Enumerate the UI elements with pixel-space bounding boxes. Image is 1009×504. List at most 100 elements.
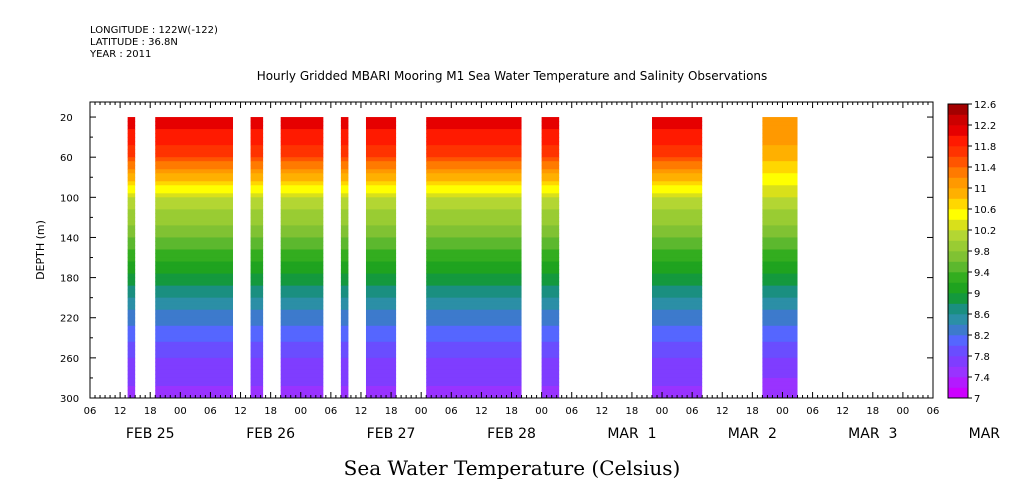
temperature-cell (280, 213, 324, 218)
temperature-cell (280, 329, 324, 335)
temperature-cell (127, 249, 136, 255)
temperature-cell (340, 361, 349, 367)
temperature-cell (365, 269, 397, 275)
temperature-cell (426, 361, 522, 367)
temperature-cell (541, 357, 560, 363)
temperature-cell (426, 313, 522, 319)
temperature-cell (365, 237, 397, 242)
temperature-cell (155, 117, 234, 122)
temperature-cell (250, 213, 264, 218)
temperature-cell (762, 309, 798, 315)
temperature-cell (155, 149, 234, 154)
temperature-cell (541, 313, 560, 319)
temperature-cell (127, 125, 136, 130)
temperature-cell (652, 301, 703, 307)
temperature-cell (340, 293, 349, 299)
temperature-cell (280, 161, 324, 166)
temperature-cell (652, 225, 703, 230)
temperature-cell (340, 349, 349, 355)
temperature-cell (652, 245, 703, 250)
temperature-cell (541, 341, 560, 347)
temperature-cell (280, 257, 324, 263)
temperature-cell (762, 257, 798, 263)
temperature-cell (365, 233, 397, 238)
temperature-cell (250, 133, 264, 138)
temperature-cell (155, 181, 234, 186)
colorbar-label: 12.2 (974, 121, 996, 132)
x-hour-label: 00 (294, 406, 307, 417)
temperature-cell (426, 125, 522, 130)
temperature-cell (365, 217, 397, 222)
temperature-cell (426, 305, 522, 311)
temperature-cell (762, 337, 798, 343)
temperature-cell (426, 365, 522, 371)
temperature-cell (250, 177, 264, 182)
temperature-cell (365, 241, 397, 246)
y-tick-label: 260 (60, 354, 79, 365)
temperature-cell (155, 365, 234, 371)
temperature-cell (340, 337, 349, 343)
temperature-cell (541, 161, 560, 166)
chart-title: Hourly Gridded MBARI Mooring M1 Sea Wate… (257, 69, 768, 83)
temperature-cell (155, 229, 234, 234)
temperature-cell (762, 237, 798, 242)
colorbar-swatch (948, 135, 968, 147)
temperature-cell (250, 253, 264, 259)
temperature-cell (541, 309, 560, 315)
temperature-cell (762, 293, 798, 299)
temperature-cell (155, 329, 234, 335)
x-hour-label: 00 (656, 406, 669, 417)
temperature-cell (541, 121, 560, 126)
temperature-cell (127, 317, 136, 323)
temperature-cell (340, 117, 349, 122)
x-hour-label: 12 (234, 406, 247, 417)
temperature-cell (155, 349, 234, 355)
temperature-cell (340, 237, 349, 242)
temperature-cell (652, 149, 703, 154)
temperature-cell (340, 369, 349, 375)
temperature-cell (762, 189, 798, 194)
temperature-cell (652, 209, 703, 214)
x-day-label: FEB 28 (487, 426, 536, 442)
temperature-cell (155, 237, 234, 242)
temperature-cell (762, 265, 798, 271)
temperature-cell (365, 125, 397, 130)
temperature-cell (426, 289, 522, 295)
temperature-cell (127, 137, 136, 142)
temperature-cell (127, 313, 136, 319)
temperature-cell (250, 357, 264, 363)
temperature-cell (365, 197, 397, 202)
temperature-cell (340, 201, 349, 206)
temperature-cell (762, 141, 798, 146)
temperature-cell (127, 333, 136, 339)
temperature-cell (280, 129, 324, 134)
temperature-cell (762, 313, 798, 319)
temperature-cell (365, 353, 397, 359)
temperature-cell (340, 141, 349, 146)
temperature-cell (155, 241, 234, 246)
temperature-cell (541, 277, 560, 283)
temperature-cell (762, 305, 798, 311)
temperature-cell (155, 253, 234, 259)
x-hour-label: 18 (505, 406, 518, 417)
plot-area (89, 101, 934, 399)
temperature-cell (280, 385, 324, 391)
temperature-cell (155, 213, 234, 218)
temperature-cell (250, 313, 264, 319)
temperature-cell (280, 225, 324, 230)
temperature-cell (280, 157, 324, 162)
temperature-cell (340, 341, 349, 347)
temperature-cell (652, 237, 703, 242)
temperature-cell (762, 361, 798, 367)
temperature-cell (340, 229, 349, 234)
temperature-cell (426, 161, 522, 166)
temperature-cell (541, 117, 560, 122)
temperature-cell (127, 225, 136, 230)
temperature-cell (155, 201, 234, 206)
temperature-cell (365, 129, 397, 134)
temperature-cell (127, 129, 136, 134)
temperature-cell (426, 349, 522, 355)
temperature-cell (541, 393, 560, 399)
temperature-cell (155, 193, 234, 198)
colorbar-label: 7 (974, 394, 980, 405)
